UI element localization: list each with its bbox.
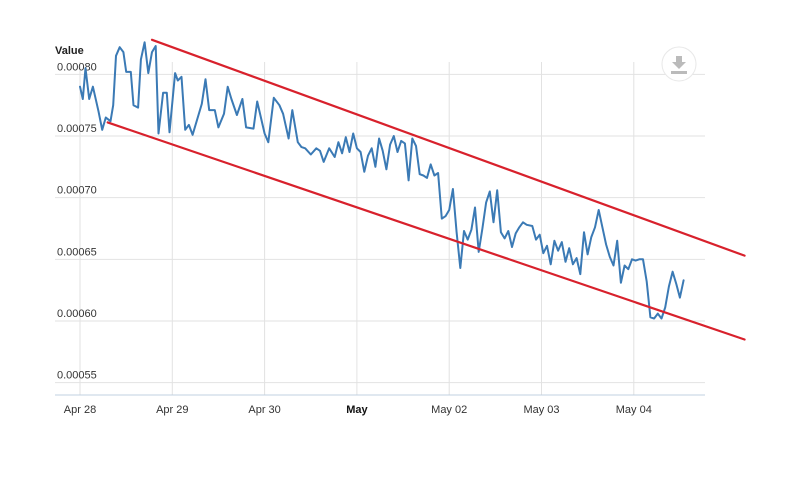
y-tick-label: 0.00080 <box>57 61 97 73</box>
y-tick-label: 0.00070 <box>57 185 97 197</box>
y-tick-label: 0.00055 <box>57 370 97 382</box>
x-tick-label: May 04 <box>616 404 652 416</box>
y-tick-label: 0.00065 <box>57 246 97 258</box>
x-tick-label: May 02 <box>431 404 467 416</box>
download-icon <box>671 56 687 74</box>
series-layer <box>79 41 685 320</box>
x-tick-label: May 03 <box>523 404 559 416</box>
x-tick-label: Apr 28 <box>64 404 96 416</box>
price-series-line <box>79 41 685 320</box>
grid-lines <box>55 62 705 396</box>
x-tick-label: Apr 30 <box>248 404 280 416</box>
trend-lines <box>106 38 746 341</box>
x-tick-label: Apr 29 <box>156 404 188 416</box>
y-tick-label: 0.00060 <box>57 308 97 320</box>
export-button[interactable] <box>661 46 697 82</box>
y-axis-title: Value <box>55 45 84 57</box>
y-axis-ticks: 0.00055 0.00060 0.00065 0.00070 0.00075 0.000… <box>57 61 97 381</box>
lower-trend-line <box>106 121 746 341</box>
x-tick-label: May <box>346 404 368 416</box>
y-tick-label: 0.00075 <box>57 123 97 135</box>
x-axis-ticks: Apr 28 Apr 29 Apr 30 May May 02 May 03 May 04 <box>64 404 652 416</box>
upper-trend-line <box>150 38 746 257</box>
